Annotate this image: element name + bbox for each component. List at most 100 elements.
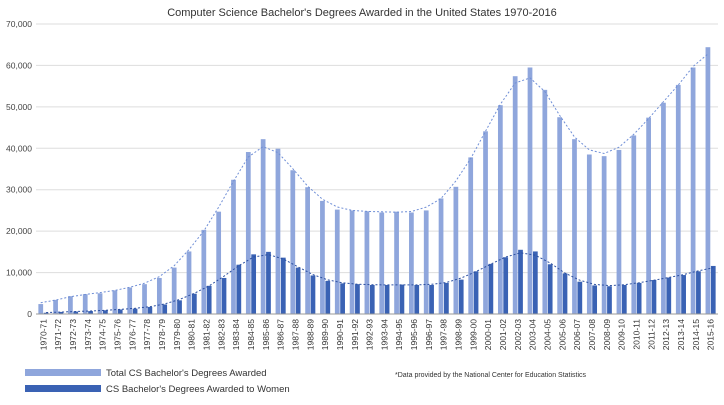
bar-women <box>73 311 79 314</box>
legend-swatch-total <box>25 369 101 376</box>
bar-women <box>592 285 598 314</box>
bar-total <box>527 67 533 314</box>
legend-swatch-women <box>25 385 101 392</box>
x-tick-label: 2007-08 <box>587 319 597 350</box>
y-tick-label: 20,000 <box>6 226 32 236</box>
bar-women <box>177 300 182 314</box>
bar-total <box>201 229 207 314</box>
y-tick-label: 50,000 <box>6 102 32 112</box>
legend-label-total: Total CS Bachelor's Degrees Awarded <box>106 368 267 379</box>
x-tick-label: 1981-82 <box>202 319 212 350</box>
bar-total <box>171 267 177 314</box>
bar-total <box>483 131 488 314</box>
x-tick-label: 2009-10 <box>617 319 627 350</box>
bar-total <box>38 304 44 314</box>
x-tick-label: 1985-86 <box>261 319 271 350</box>
x-tick-label: 1990-91 <box>335 319 345 350</box>
chart-title: Computer Science Bachelor's Degrees Awar… <box>167 7 557 19</box>
x-tick-label: 1971-72 <box>53 319 63 350</box>
bar-total <box>572 139 577 314</box>
bar-women <box>325 280 331 314</box>
y-tick-label: 30,000 <box>6 185 32 195</box>
x-tick-label: 1997-98 <box>439 319 449 350</box>
bar-women <box>310 275 316 314</box>
x-tick-label: 1974-75 <box>98 319 108 350</box>
bar-women <box>103 310 108 314</box>
bar-total <box>260 139 266 314</box>
bar-women <box>651 280 657 314</box>
bar-women <box>399 284 405 314</box>
bar-total <box>512 76 518 314</box>
bar-women <box>414 285 420 314</box>
bar-total <box>661 102 666 314</box>
legend: Total CS Bachelor's Degrees Awarded CS B… <box>25 368 290 395</box>
bar-total <box>497 105 503 314</box>
x-tick-label: 1994-95 <box>394 319 404 350</box>
trend-line <box>40 53 709 304</box>
bar-women <box>444 282 449 314</box>
x-tick-label: 1992-93 <box>365 319 375 350</box>
bar-women <box>681 275 686 314</box>
x-tick-label: 1976-77 <box>127 319 137 350</box>
bar-total <box>675 84 681 315</box>
source-note: *Data provided by the National Center fo… <box>395 372 587 379</box>
bar-total <box>601 156 607 314</box>
bar-women <box>562 273 568 314</box>
y-tick-label: 70,000 <box>6 19 32 29</box>
bar-total <box>68 296 73 314</box>
bar-total <box>394 211 399 314</box>
bar-total <box>97 293 103 314</box>
x-tick-label: 2011-12 <box>646 319 656 350</box>
x-tick-label: 1987-88 <box>290 319 300 350</box>
bar-total <box>142 284 147 314</box>
y-tick-label: 0 <box>27 309 32 319</box>
x-tick-label: 1975-76 <box>113 319 123 350</box>
bar-women <box>191 293 197 314</box>
bar-women <box>340 283 345 314</box>
x-tick-label: 2002-03 <box>513 319 523 350</box>
x-tick-label: 1984-85 <box>246 319 256 350</box>
bar-women <box>251 254 257 314</box>
bars-layer <box>38 47 716 315</box>
bar-women <box>266 251 271 314</box>
bar-women <box>88 311 93 314</box>
bar-total <box>468 157 474 314</box>
bar-total <box>156 277 162 314</box>
bar-women <box>488 263 494 314</box>
bar-total <box>275 148 281 314</box>
bar-total <box>53 299 58 314</box>
bar-total <box>542 89 548 314</box>
bar-women <box>384 285 390 314</box>
bar-total <box>705 47 711 314</box>
bar-women <box>295 267 301 314</box>
x-tick-label: 1998-99 <box>454 319 464 350</box>
bar-women <box>666 277 672 314</box>
bar-total <box>349 210 355 314</box>
bar-women <box>221 277 227 314</box>
bar-women <box>458 279 464 314</box>
bar-women <box>607 286 612 314</box>
bar-women <box>236 264 242 314</box>
bar-women <box>503 257 509 314</box>
bar-total <box>334 209 340 314</box>
bar-women <box>429 285 434 314</box>
bar-total <box>423 210 429 314</box>
bar-total <box>186 251 192 314</box>
axis-layer: 0 10,000 20,000 30,000 40,000 50,000 60,000 70,… <box>6 19 718 350</box>
x-tick-label: 2003-04 <box>528 319 538 350</box>
bar-total <box>364 211 370 314</box>
bar-women <box>162 304 168 314</box>
bar-total <box>631 135 637 314</box>
x-tick-label: 2006-07 <box>572 319 582 350</box>
bar-total <box>127 287 133 314</box>
bar-women <box>58 311 64 314</box>
bar-total <box>379 212 385 314</box>
bar-total <box>245 152 251 314</box>
bar-women <box>636 282 642 314</box>
bar-women <box>280 257 286 314</box>
x-tick-label: 1970-71 <box>38 319 48 350</box>
bar-women <box>43 312 49 314</box>
x-tick-label: 1999-00 <box>468 319 478 350</box>
